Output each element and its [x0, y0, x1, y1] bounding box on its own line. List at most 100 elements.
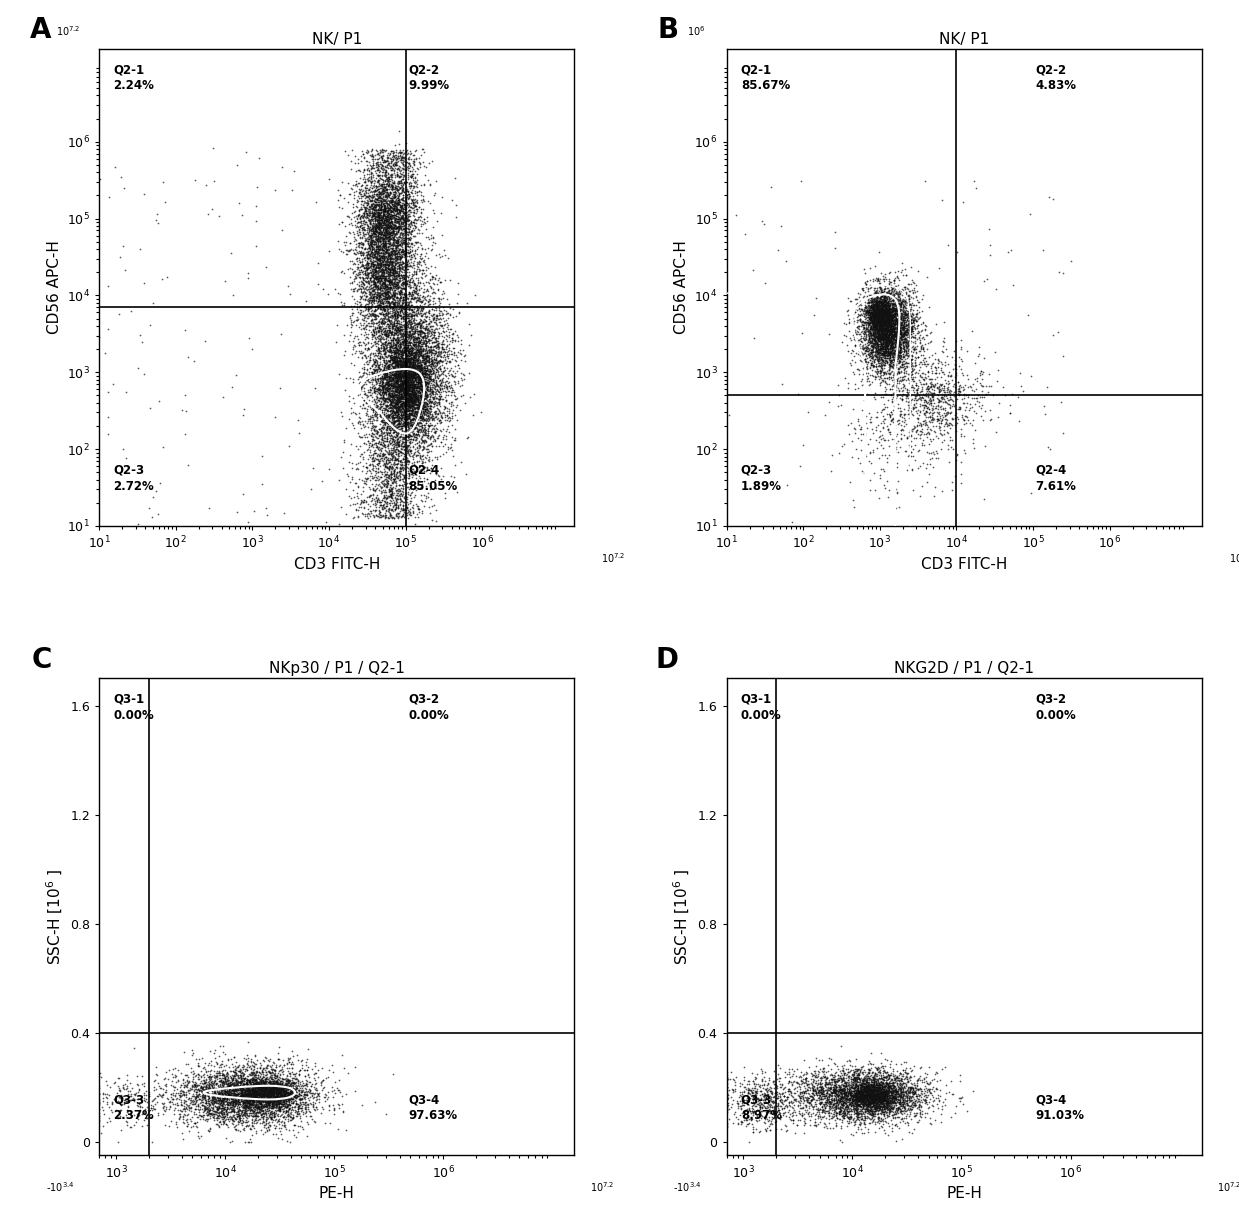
Point: [379, 304, 399, 323]
Point: [235, 1068, 255, 1088]
Point: [393, 350, 413, 370]
Point: [398, 343, 418, 363]
Point: [380, 462, 400, 482]
Point: [439, 376, 458, 396]
Point: [426, 478, 446, 498]
Point: [357, 315, 377, 334]
Point: [348, 500, 368, 520]
Point: [406, 413, 426, 433]
Point: [367, 360, 387, 380]
Point: [849, 336, 869, 355]
Point: [399, 367, 419, 387]
Point: [385, 277, 405, 296]
Point: [821, 1079, 841, 1099]
Point: [405, 297, 425, 317]
Point: [191, 1077, 211, 1096]
Point: [221, 1090, 240, 1110]
Point: [363, 457, 383, 477]
Point: [398, 351, 418, 371]
Point: [385, 430, 405, 450]
Point: [377, 366, 396, 386]
Point: [404, 385, 424, 404]
Point: [269, 1089, 289, 1109]
Point: [344, 203, 364, 222]
Point: [401, 211, 421, 231]
Point: [890, 321, 909, 340]
Point: [213, 1080, 233, 1100]
Point: [404, 302, 424, 322]
Point: [747, 1106, 767, 1126]
Point: [903, 337, 923, 356]
Point: [374, 286, 394, 306]
Point: [885, 296, 904, 316]
Point: [363, 288, 383, 307]
Point: [867, 291, 887, 311]
Point: [375, 289, 395, 308]
Point: [379, 494, 399, 514]
Point: [392, 195, 411, 215]
Point: [416, 307, 436, 327]
Point: [259, 1104, 279, 1123]
Point: [405, 329, 425, 349]
Point: [370, 258, 390, 278]
Point: [408, 391, 427, 410]
Point: [890, 310, 909, 329]
Point: [809, 1082, 829, 1101]
Point: [872, 294, 892, 313]
Point: [869, 1074, 888, 1094]
Point: [218, 1104, 238, 1123]
Point: [361, 296, 380, 316]
Point: [403, 409, 422, 429]
Point: [399, 344, 419, 364]
Point: [881, 1082, 901, 1101]
Point: [364, 186, 384, 205]
Point: [375, 473, 395, 493]
Point: [400, 354, 420, 374]
Point: [409, 197, 429, 216]
Point: [888, 322, 908, 342]
Point: [410, 419, 430, 439]
Point: [401, 406, 421, 425]
Point: [373, 364, 393, 383]
Point: [380, 143, 400, 162]
Point: [824, 1094, 844, 1113]
Point: [864, 1072, 883, 1091]
Point: [409, 197, 429, 216]
Point: [384, 398, 404, 418]
Point: [416, 412, 436, 431]
Point: [797, 1088, 817, 1107]
Point: [855, 308, 875, 328]
Point: [396, 410, 416, 430]
Point: [400, 333, 420, 353]
Point: [841, 355, 861, 375]
Point: [411, 413, 431, 433]
Point: [337, 206, 357, 226]
Point: [870, 315, 890, 334]
Point: [881, 348, 901, 367]
Text: 10$^{7.2}$: 10$^{7.2}$: [57, 25, 81, 38]
Point: [89, 1094, 109, 1113]
Point: [255, 1083, 275, 1102]
Point: [356, 415, 375, 435]
Point: [237, 1074, 256, 1094]
Point: [396, 451, 416, 471]
Point: [208, 1084, 228, 1104]
Point: [767, 1088, 787, 1107]
Point: [368, 186, 388, 205]
Point: [229, 1094, 249, 1113]
Point: [245, 1070, 265, 1090]
Point: [854, 1112, 873, 1132]
Point: [259, 1075, 279, 1095]
Point: [429, 326, 449, 345]
Point: [366, 181, 385, 200]
Point: [372, 182, 392, 202]
Point: [887, 337, 907, 356]
Point: [398, 508, 418, 527]
Point: [382, 323, 401, 343]
Point: [870, 343, 890, 363]
Point: [377, 222, 396, 242]
Point: [209, 1063, 229, 1083]
Point: [405, 283, 425, 302]
Point: [374, 338, 394, 358]
Point: [427, 360, 447, 380]
